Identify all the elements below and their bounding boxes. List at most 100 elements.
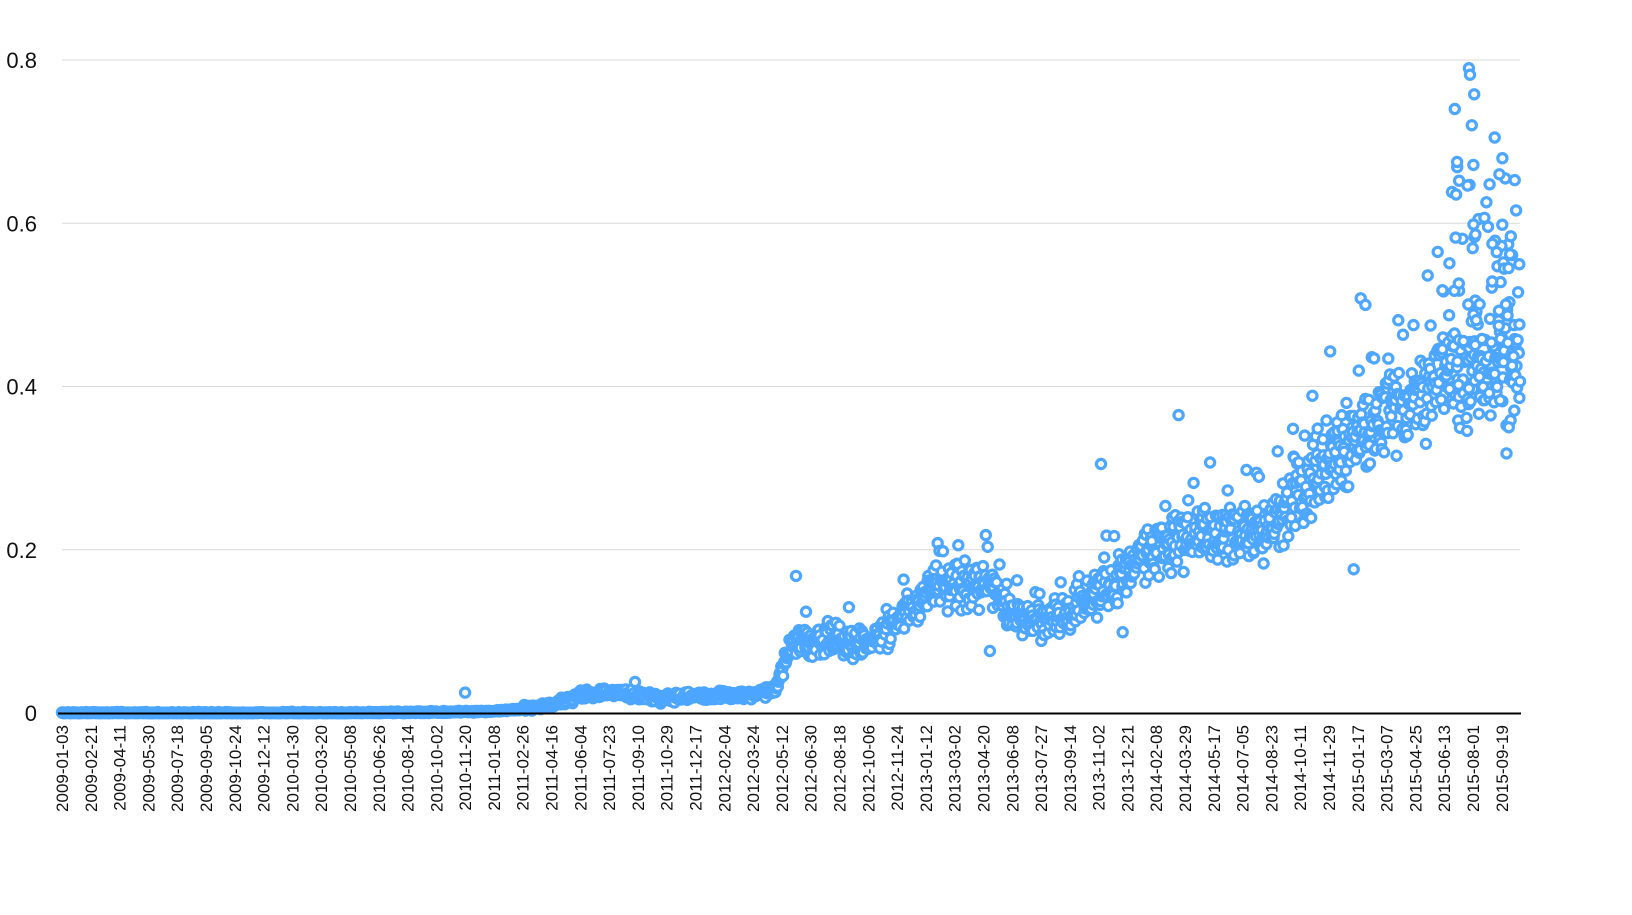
data-point	[1054, 576, 1067, 589]
data-point	[1448, 102, 1462, 116]
data-point	[1473, 298, 1486, 311]
x-tick-label: 2009-12-12	[255, 725, 274, 812]
data-point	[1480, 196, 1493, 209]
data-point	[1442, 309, 1456, 322]
data-point	[1359, 298, 1372, 312]
x-tick-label: 2010-11-20	[456, 725, 475, 811]
data-point	[1421, 269, 1434, 282]
data-point	[913, 610, 927, 623]
data-point	[884, 632, 897, 645]
x-tick-label: 2011-10-29	[658, 725, 677, 811]
x-tick-label: 2011-04-16	[543, 725, 562, 811]
data-point	[1490, 380, 1504, 393]
data-point	[1505, 359, 1519, 372]
data-point	[1181, 511, 1194, 524]
data-point	[1221, 484, 1234, 497]
data-point	[1461, 179, 1474, 192]
x-tick-label: 2009-02-21	[82, 725, 101, 812]
x-tick-label: 2012-06-30	[802, 725, 821, 812]
data-point	[952, 539, 965, 552]
data-point	[990, 576, 1003, 589]
data-point	[1390, 449, 1403, 462]
data-point	[1507, 350, 1520, 363]
data-point	[1182, 494, 1195, 507]
data-point	[1493, 168, 1506, 181]
x-tick-label: 2015-09-19	[1493, 725, 1512, 812]
y-axis-ticks: 0 0.2 0.4 0.6 0.8	[6, 48, 37, 726]
data-point	[1120, 586, 1133, 599]
x-tick-label: 2013-12-21	[1118, 725, 1137, 812]
data-point	[1363, 457, 1377, 470]
x-tick-label: 2015-01-17	[1349, 725, 1368, 812]
data-point	[1437, 402, 1451, 416]
data-point	[1172, 408, 1185, 422]
x-tick-label: 2011-06-04	[571, 725, 590, 811]
x-tick-label: 2015-04-25	[1406, 725, 1425, 812]
data-point	[1424, 319, 1437, 332]
x-tick-label: 2012-02-04	[715, 725, 734, 812]
data-point	[1449, 188, 1463, 201]
data-point	[628, 675, 642, 689]
data-point	[1451, 355, 1464, 368]
y-tick-label: 0.2	[6, 538, 37, 563]
data-point	[1322, 491, 1335, 505]
x-tick-label: 2011-02-26	[514, 725, 533, 811]
x-tick-label: 2010-08-14	[399, 725, 418, 812]
data-point	[1347, 563, 1360, 576]
data-point	[1462, 298, 1475, 311]
y-tick-label: 0.4	[6, 375, 37, 400]
data-point	[1352, 364, 1366, 377]
data-point	[1342, 480, 1355, 493]
x-tick-label: 2014-08-23	[1262, 725, 1281, 812]
data-point	[1277, 539, 1290, 552]
data-point	[1097, 551, 1111, 564]
data-point	[1511, 286, 1525, 299]
data-point	[1465, 119, 1479, 132]
data-point	[1467, 88, 1481, 101]
data-point	[993, 558, 1006, 571]
data-point	[1504, 230, 1518, 243]
x-tick-label: 2009-09-05	[197, 725, 216, 812]
data-point	[1396, 328, 1410, 341]
data-point	[1508, 404, 1521, 417]
data-point	[941, 605, 954, 618]
data-point	[1452, 378, 1465, 391]
x-tick-label: 2009-07-18	[168, 725, 187, 812]
data-point	[1473, 370, 1486, 383]
data-point	[1177, 565, 1190, 579]
data-point	[1033, 587, 1046, 600]
data-point	[1257, 557, 1270, 570]
data-point	[1392, 314, 1405, 327]
x-tick-label: 2014-11-29	[1320, 725, 1339, 811]
data-point	[1513, 391, 1526, 405]
data-point	[1464, 395, 1477, 408]
data-point	[1450, 155, 1464, 169]
data-point	[1472, 407, 1486, 420]
data-point	[789, 569, 803, 583]
data-point	[1436, 284, 1449, 297]
x-tick-label: 2013-01-12	[917, 725, 936, 812]
data-point	[1496, 218, 1509, 231]
data-point	[1252, 470, 1266, 483]
data-point	[833, 619, 846, 632]
data-point	[1304, 511, 1318, 525]
data-point	[1460, 424, 1474, 438]
data-point	[1316, 433, 1330, 446]
data-point	[1392, 366, 1406, 380]
data-point	[1401, 428, 1414, 442]
x-axis-ticks: 2009-01-03 2009-02-21 2009-04-11 2009-05-30…	[53, 725, 1512, 812]
x-tick-label: 2014-05-17	[1205, 725, 1224, 812]
data-point	[1323, 345, 1337, 358]
data-point	[983, 644, 997, 658]
data-point	[1320, 414, 1333, 427]
x-tick-label: 2014-03-29	[1176, 725, 1195, 812]
data-point	[1298, 429, 1311, 442]
x-tick-label: 2013-09-14	[1061, 725, 1080, 812]
data-point	[1511, 333, 1524, 347]
data-point	[1240, 463, 1253, 477]
data-point	[1367, 352, 1381, 365]
x-tick-label: 2009-01-03	[53, 725, 72, 812]
x-tick-label: 2014-02-08	[1147, 725, 1166, 812]
